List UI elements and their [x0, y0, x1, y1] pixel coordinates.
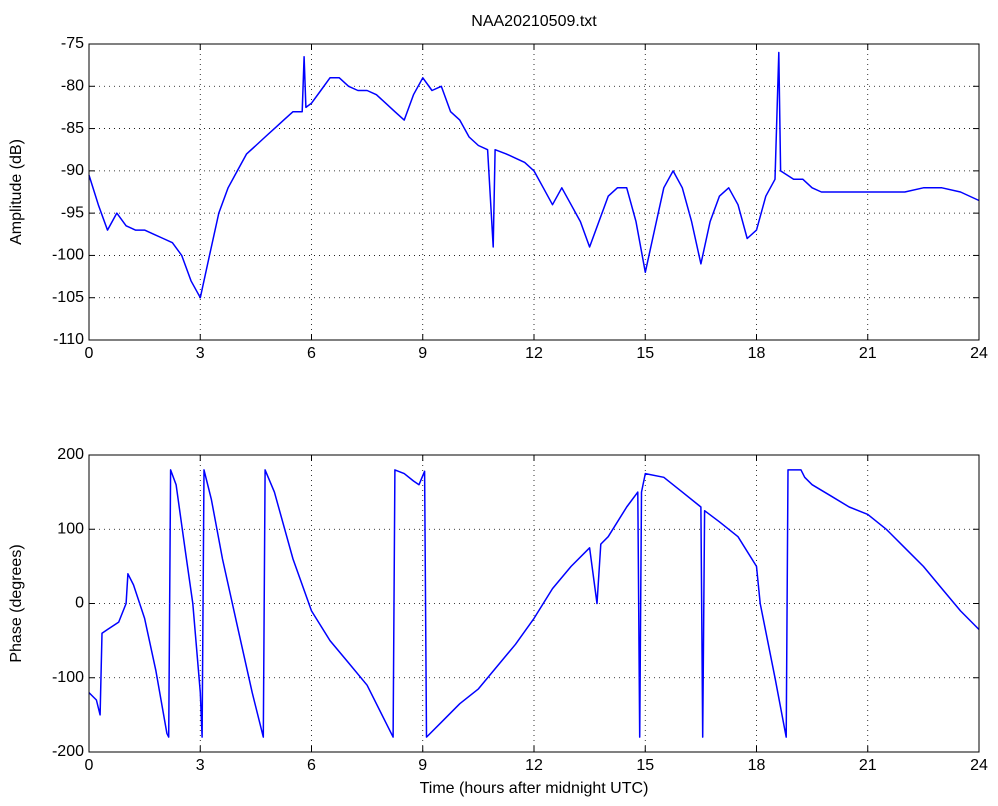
- plot-frame: [88, 454, 980, 753]
- x-tick-label: 15: [636, 757, 654, 774]
- y-tick-label: -110: [53, 331, 84, 348]
- x-tick-label: 12: [525, 345, 543, 362]
- y-tick-label: -95: [61, 204, 84, 221]
- y-tick-label: -90: [61, 162, 84, 179]
- plot-frame: [88, 43, 980, 341]
- x-tick-label: 0: [85, 757, 94, 774]
- y-tick-label: 100: [57, 520, 84, 537]
- x-tick-label: 12: [525, 757, 543, 774]
- x-tick-label: 24: [970, 757, 988, 774]
- x-axis-label: Time (hours after midnight UTC): [420, 780, 649, 797]
- x-tick-label: 18: [748, 757, 766, 774]
- x-tick-label: 0: [85, 345, 94, 362]
- y-tick-label: -75: [61, 35, 84, 52]
- y-tick-label: -105: [52, 289, 84, 306]
- y-axis-label: Phase (degrees): [8, 544, 25, 662]
- x-tick-label: 15: [636, 345, 654, 362]
- x-tick-label: 21: [859, 757, 877, 774]
- x-tick-label: 6: [307, 757, 316, 774]
- y-tick-label: 200: [57, 446, 84, 463]
- x-tick-label: 18: [748, 345, 766, 362]
- data-line: [88, 469, 980, 738]
- x-tick-label: 9: [418, 757, 427, 774]
- x-tick-label: 3: [196, 345, 205, 362]
- y-tick-label: -100: [52, 669, 84, 686]
- y-tick-label: -85: [61, 120, 84, 137]
- y-axis-label: Amplitude (dB): [8, 139, 25, 245]
- y-tick-label: 0: [75, 595, 84, 612]
- y-tick-label: -200: [52, 743, 84, 760]
- x-tick-label: 24: [970, 345, 988, 362]
- x-tick-label: 6: [307, 345, 316, 362]
- x-tick-label: 9: [418, 345, 427, 362]
- x-tick-label: 21: [859, 345, 877, 362]
- chart-title: NAA20210509.txt: [471, 13, 597, 30]
- y-tick-label: -80: [61, 78, 84, 95]
- y-tick-label: -100: [52, 247, 84, 264]
- x-tick-label: 3: [196, 757, 205, 774]
- data-line: [88, 51, 980, 299]
